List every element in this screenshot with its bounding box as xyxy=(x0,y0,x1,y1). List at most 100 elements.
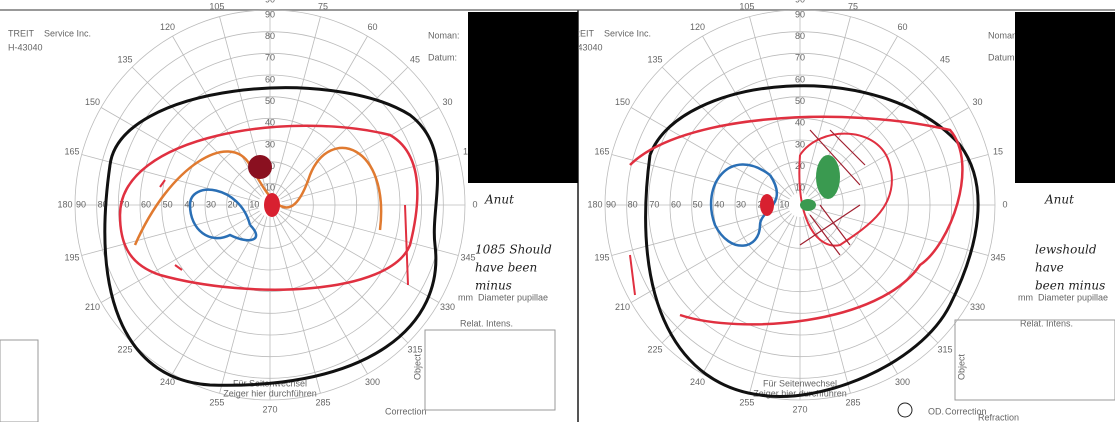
grid-spoke xyxy=(630,210,790,303)
ecc-label: 40 xyxy=(795,118,805,128)
name-label: Noman: xyxy=(428,30,460,40)
form-number: H-43040 xyxy=(568,42,603,52)
handwritten-note: have been xyxy=(475,261,537,275)
date-label: Datum: xyxy=(988,52,1017,62)
angle-label: 120 xyxy=(690,22,705,32)
pointer-note: Zeiger hier durchführen xyxy=(223,388,317,398)
pupil-label: Diameter pupillae xyxy=(478,292,548,302)
table-box xyxy=(954,319,1115,401)
eye-circle xyxy=(897,402,913,418)
angle-label: 150 xyxy=(615,97,630,107)
marks xyxy=(159,179,409,286)
handwritten-note: been minus xyxy=(1035,279,1105,293)
perimeter-grid: 0153045607590105120135150165180195210225… xyxy=(8,0,552,416)
grid-spoke xyxy=(749,216,798,394)
perimeter-grid: 0153045607590105120135150165180195210225… xyxy=(568,0,1108,422)
handwritten-note: lewshould xyxy=(1035,243,1097,257)
brand: TREIT xyxy=(568,28,595,38)
angle-label: 270 xyxy=(262,404,277,414)
angle-label: 135 xyxy=(648,54,663,64)
ecc-label: 70 xyxy=(795,53,805,63)
refraction-label: Refraction xyxy=(978,412,1019,422)
eye-label: OD. xyxy=(928,406,944,416)
ecc-label: 90 xyxy=(265,9,275,19)
grid-spoke xyxy=(811,154,989,203)
signature: Anut xyxy=(1044,193,1074,207)
angle-label: 180 xyxy=(57,199,72,209)
isopter xyxy=(103,86,439,387)
grid-spoke xyxy=(611,207,789,256)
isopter xyxy=(798,132,893,247)
ecc-label: 10 xyxy=(779,199,789,209)
ecc-label: 80 xyxy=(628,199,638,209)
ecc-label: 60 xyxy=(671,199,681,209)
grid-spoke xyxy=(802,16,851,194)
angle-label: 165 xyxy=(64,146,79,156)
annotations xyxy=(103,86,439,387)
angle-label: 45 xyxy=(410,54,420,64)
angle-label: 195 xyxy=(64,252,79,262)
grid-spoke xyxy=(808,213,939,344)
handwritten-note: minus xyxy=(475,279,512,293)
pupil-unit: mm xyxy=(1018,292,1033,302)
grid-spoke xyxy=(280,210,440,303)
pupil-label: Diameter pupillae xyxy=(1038,292,1108,302)
grid-spoke xyxy=(100,210,260,303)
grid-spoke xyxy=(219,216,268,394)
object-label: Object xyxy=(956,353,966,380)
side-change: Für Seitenwechsel xyxy=(763,378,837,388)
ecc-label: 40 xyxy=(714,199,724,209)
intensity-label: Relat. Intens. xyxy=(1020,318,1073,328)
signature: Anut xyxy=(484,193,514,207)
ecc-label: 80 xyxy=(265,31,275,41)
scotoma xyxy=(800,199,816,211)
grid-spoke xyxy=(702,35,795,195)
angle-label: 195 xyxy=(594,252,609,262)
grid-spoke xyxy=(275,215,368,375)
brand: TREIT xyxy=(8,28,35,38)
angle-label: 120 xyxy=(160,22,175,32)
ecc-label: 30 xyxy=(795,139,805,149)
grid-spoke xyxy=(278,66,409,197)
angle-label: 240 xyxy=(690,377,705,387)
annotations xyxy=(629,84,980,398)
grid-spoke xyxy=(802,216,851,394)
object-label: Object xyxy=(412,353,422,380)
angle-label: 105 xyxy=(739,1,754,11)
form-number: H-43040 xyxy=(8,42,43,52)
blind-spot xyxy=(760,194,774,216)
ecc-label: 80 xyxy=(98,199,108,209)
angle-label: 165 xyxy=(594,146,609,156)
ecc-label: 70 xyxy=(119,199,129,209)
angle-label: 105 xyxy=(209,1,224,11)
correction-label: Correction xyxy=(945,406,987,416)
angle-label: 210 xyxy=(85,302,100,312)
ecc-label: 40 xyxy=(265,118,275,128)
handwritten-note: 1085 Should xyxy=(475,243,552,257)
angle-label: 150 xyxy=(85,97,100,107)
pointer-note: Zeiger hier durchführen xyxy=(753,388,847,398)
angle-label: 0 xyxy=(1002,199,1007,209)
angle-label: 75 xyxy=(848,1,858,11)
grid-spoke xyxy=(172,215,265,375)
angle-label: 75 xyxy=(318,1,328,11)
grid-spoke xyxy=(281,154,459,203)
angle-label: 90 xyxy=(795,0,805,4)
isopter xyxy=(118,124,419,291)
ecc-label: 50 xyxy=(265,96,275,106)
ecc-label: 10 xyxy=(265,183,275,193)
ecc-label: 90 xyxy=(606,199,616,209)
ecc-label: 70 xyxy=(649,199,659,209)
angle-label: 330 xyxy=(440,302,455,312)
grid-spoke xyxy=(811,207,989,256)
isopter xyxy=(629,115,964,326)
angle-label: 180 xyxy=(587,199,602,209)
angle-label: 285 xyxy=(846,397,861,407)
correction-label: Correction xyxy=(385,406,427,416)
grid-spoke xyxy=(272,216,321,394)
grid-spoke xyxy=(810,210,970,303)
blind-spot xyxy=(264,193,280,217)
angle-label: 330 xyxy=(970,302,985,312)
